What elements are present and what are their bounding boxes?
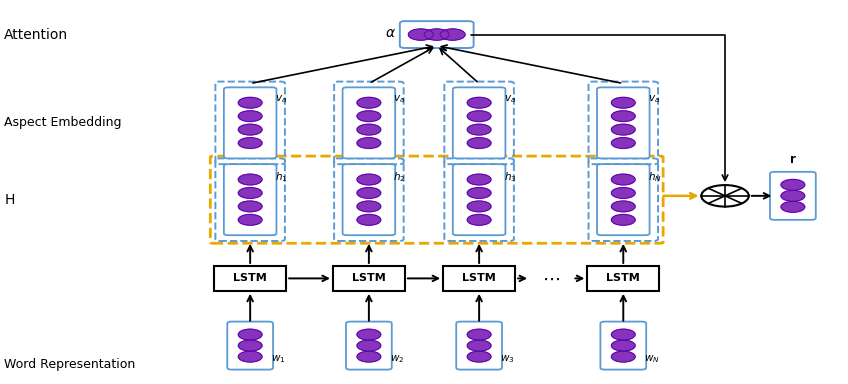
Text: $\cdots$: $\cdots$ (542, 270, 561, 287)
Text: r: r (790, 153, 795, 166)
Circle shape (781, 190, 805, 201)
Circle shape (467, 215, 491, 225)
Circle shape (467, 111, 491, 121)
Text: LSTM: LSTM (233, 273, 267, 283)
Text: $w_N$: $w_N$ (644, 353, 661, 365)
Text: $h_1$: $h_1$ (275, 170, 287, 184)
FancyBboxPatch shape (587, 266, 659, 291)
Circle shape (611, 351, 635, 362)
Text: LSTM: LSTM (462, 273, 496, 283)
Circle shape (357, 340, 381, 351)
Circle shape (611, 174, 635, 185)
Circle shape (467, 201, 491, 212)
Circle shape (467, 329, 491, 340)
Text: H: H (4, 193, 14, 207)
Circle shape (611, 188, 635, 199)
Circle shape (357, 329, 381, 340)
Text: Word Representation: Word Representation (4, 358, 136, 371)
Circle shape (424, 29, 449, 40)
Circle shape (238, 124, 262, 135)
Circle shape (238, 351, 262, 362)
Circle shape (409, 29, 433, 40)
FancyBboxPatch shape (600, 322, 646, 369)
Circle shape (238, 98, 262, 108)
Text: $\alpha$: $\alpha$ (386, 26, 396, 40)
FancyBboxPatch shape (343, 88, 395, 158)
Circle shape (467, 137, 491, 148)
FancyBboxPatch shape (453, 164, 505, 235)
Text: LSTM: LSTM (352, 273, 386, 283)
Circle shape (357, 201, 381, 212)
Text: $h_2$: $h_2$ (393, 170, 406, 184)
Circle shape (467, 340, 491, 351)
Circle shape (238, 174, 262, 185)
FancyBboxPatch shape (227, 322, 273, 369)
Circle shape (357, 174, 381, 185)
Circle shape (467, 188, 491, 199)
FancyBboxPatch shape (224, 88, 276, 158)
Text: $v_a$: $v_a$ (648, 93, 660, 105)
Circle shape (357, 124, 381, 135)
Circle shape (357, 98, 381, 108)
FancyBboxPatch shape (346, 322, 392, 369)
Circle shape (238, 188, 262, 199)
Circle shape (357, 137, 381, 148)
FancyBboxPatch shape (770, 172, 816, 220)
Text: $w_1$: $w_1$ (271, 353, 286, 365)
FancyBboxPatch shape (400, 21, 473, 48)
Text: LSTM: LSTM (606, 273, 640, 283)
Text: $v_a$: $v_a$ (275, 93, 287, 105)
Text: $w_2$: $w_2$ (390, 353, 404, 365)
Circle shape (238, 329, 262, 340)
Circle shape (238, 201, 262, 212)
Circle shape (611, 111, 635, 121)
Text: $h_3$: $h_3$ (504, 170, 516, 184)
Circle shape (781, 179, 805, 190)
Circle shape (611, 215, 635, 225)
Circle shape (781, 202, 805, 212)
FancyBboxPatch shape (456, 322, 502, 369)
Text: $w_3$: $w_3$ (500, 353, 515, 365)
Circle shape (238, 215, 262, 225)
Circle shape (467, 98, 491, 108)
Circle shape (611, 98, 635, 108)
Circle shape (467, 124, 491, 135)
Circle shape (611, 137, 635, 148)
Circle shape (611, 201, 635, 212)
Circle shape (467, 351, 491, 362)
FancyBboxPatch shape (597, 88, 650, 158)
Circle shape (611, 124, 635, 135)
FancyBboxPatch shape (443, 266, 515, 291)
Circle shape (357, 111, 381, 121)
Text: $h_N$: $h_N$ (648, 170, 661, 184)
FancyBboxPatch shape (597, 164, 650, 235)
Text: $v_a$: $v_a$ (504, 93, 516, 105)
Circle shape (357, 351, 381, 362)
FancyBboxPatch shape (224, 164, 276, 235)
FancyBboxPatch shape (214, 266, 287, 291)
Text: $v_a$: $v_a$ (393, 93, 405, 105)
Circle shape (238, 111, 262, 121)
Text: Aspect Embedding: Aspect Embedding (4, 116, 122, 129)
FancyBboxPatch shape (332, 266, 405, 291)
Circle shape (357, 188, 381, 199)
Circle shape (357, 215, 381, 225)
Text: Attention: Attention (4, 28, 69, 41)
Circle shape (238, 137, 262, 148)
Circle shape (238, 340, 262, 351)
FancyBboxPatch shape (453, 88, 505, 158)
Circle shape (467, 174, 491, 185)
Circle shape (611, 329, 635, 340)
Circle shape (611, 340, 635, 351)
Circle shape (440, 29, 465, 40)
FancyBboxPatch shape (343, 164, 395, 235)
